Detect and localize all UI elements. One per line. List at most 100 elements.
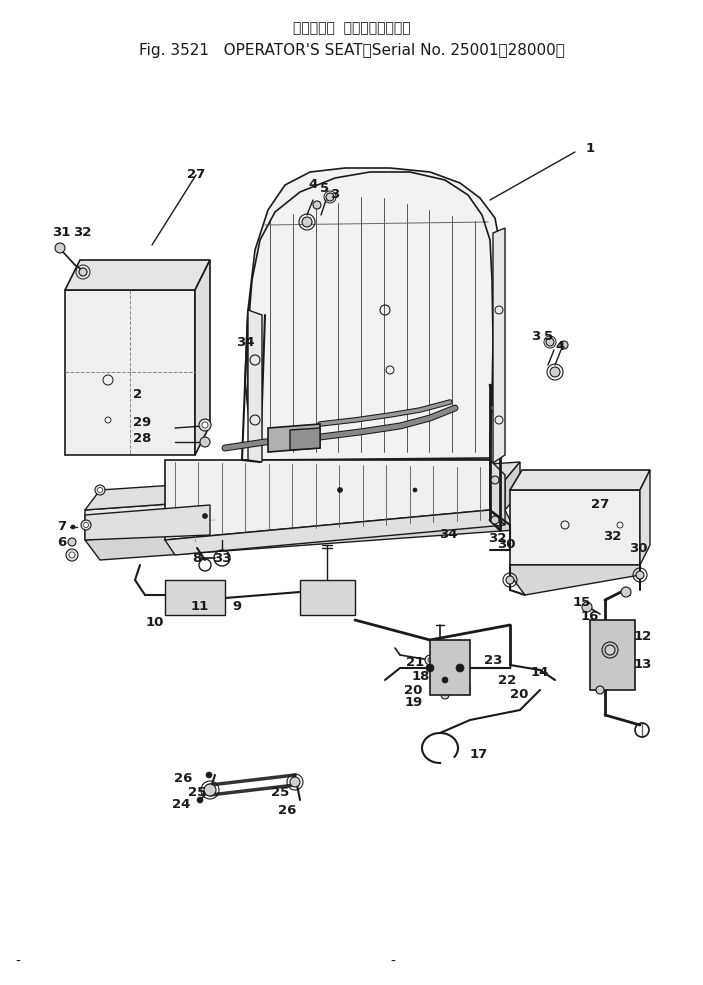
Circle shape (506, 576, 514, 584)
Polygon shape (290, 428, 320, 450)
Text: 30: 30 (497, 538, 515, 551)
Text: 18: 18 (412, 670, 430, 683)
Circle shape (491, 476, 499, 484)
Circle shape (621, 587, 631, 597)
Circle shape (69, 552, 75, 558)
Circle shape (550, 367, 560, 377)
Text: 5: 5 (321, 181, 330, 194)
Text: 34: 34 (236, 337, 254, 350)
Polygon shape (640, 470, 650, 565)
Text: 17: 17 (470, 748, 488, 760)
Circle shape (200, 437, 210, 447)
Circle shape (197, 797, 203, 803)
Text: 13: 13 (634, 659, 652, 672)
Circle shape (560, 341, 568, 349)
Text: 30: 30 (628, 542, 647, 555)
Polygon shape (300, 580, 355, 615)
Text: 3: 3 (531, 330, 541, 343)
Text: 4: 4 (309, 178, 318, 191)
Circle shape (199, 419, 211, 431)
Text: 10: 10 (146, 617, 165, 629)
Circle shape (596, 686, 604, 694)
Text: 32: 32 (73, 226, 91, 238)
Text: 5: 5 (544, 331, 553, 344)
Text: -: - (15, 955, 20, 969)
Circle shape (491, 516, 499, 524)
Text: 20: 20 (510, 689, 528, 701)
Circle shape (206, 772, 212, 778)
Text: 7: 7 (58, 520, 67, 534)
Text: 24: 24 (172, 798, 191, 811)
Text: 25: 25 (188, 785, 206, 799)
Circle shape (441, 691, 449, 699)
Circle shape (68, 538, 76, 546)
Circle shape (98, 488, 103, 492)
Circle shape (491, 404, 499, 412)
Text: 28: 28 (133, 432, 151, 445)
Circle shape (582, 602, 592, 612)
Circle shape (428, 658, 432, 662)
Polygon shape (85, 480, 505, 540)
Circle shape (426, 664, 434, 672)
Text: 11: 11 (191, 600, 209, 613)
Circle shape (456, 664, 464, 672)
Polygon shape (65, 290, 195, 455)
Polygon shape (490, 460, 505, 525)
Circle shape (95, 485, 105, 495)
Text: 8: 8 (193, 552, 202, 564)
Polygon shape (430, 640, 470, 695)
Polygon shape (245, 168, 500, 460)
Circle shape (413, 488, 417, 492)
Circle shape (442, 677, 448, 683)
Text: 16: 16 (581, 611, 599, 624)
Circle shape (202, 422, 208, 428)
Circle shape (55, 243, 65, 253)
Circle shape (202, 513, 207, 518)
Text: 4: 4 (555, 340, 565, 353)
Text: 3: 3 (330, 188, 340, 202)
Text: 32: 32 (602, 531, 621, 544)
Polygon shape (165, 510, 505, 555)
Circle shape (546, 338, 554, 346)
Text: 22: 22 (498, 675, 516, 688)
Text: Fig. 3521   OPERATOR'S SEAT（Serial No. 25001～28000）: Fig. 3521 OPERATOR'S SEAT（Serial No. 250… (138, 42, 565, 57)
Text: 29: 29 (133, 417, 151, 429)
Text: 27: 27 (187, 168, 205, 181)
Polygon shape (195, 260, 210, 455)
Circle shape (425, 655, 435, 665)
Text: 32: 32 (488, 533, 506, 546)
Circle shape (313, 201, 321, 209)
Circle shape (337, 488, 342, 492)
Circle shape (302, 217, 312, 227)
Circle shape (84, 522, 89, 528)
Circle shape (605, 645, 615, 655)
Circle shape (636, 571, 644, 579)
Text: 23: 23 (484, 653, 502, 667)
Text: 20: 20 (404, 684, 423, 696)
Text: 19: 19 (405, 695, 423, 708)
Text: 25: 25 (271, 786, 289, 800)
Circle shape (81, 520, 91, 530)
Polygon shape (510, 490, 640, 565)
Polygon shape (65, 260, 210, 290)
Text: 12: 12 (634, 629, 652, 642)
Polygon shape (510, 565, 640, 595)
Polygon shape (165, 460, 490, 540)
Circle shape (79, 268, 87, 276)
Text: 34: 34 (439, 528, 457, 541)
Circle shape (458, 668, 462, 672)
Text: 21: 21 (406, 655, 424, 669)
Text: 33: 33 (213, 552, 231, 564)
Text: 14: 14 (531, 666, 549, 679)
Circle shape (455, 665, 465, 675)
Polygon shape (248, 310, 262, 462)
Text: 1: 1 (586, 142, 595, 155)
Polygon shape (85, 510, 515, 560)
Polygon shape (85, 462, 520, 510)
Text: -: - (391, 955, 395, 969)
Text: 26: 26 (174, 771, 192, 784)
Polygon shape (85, 505, 210, 540)
Circle shape (204, 784, 216, 796)
Text: 2: 2 (134, 388, 143, 402)
Text: オペレータ  シート（適用号機: オペレータ シート（適用号機 (292, 21, 411, 35)
